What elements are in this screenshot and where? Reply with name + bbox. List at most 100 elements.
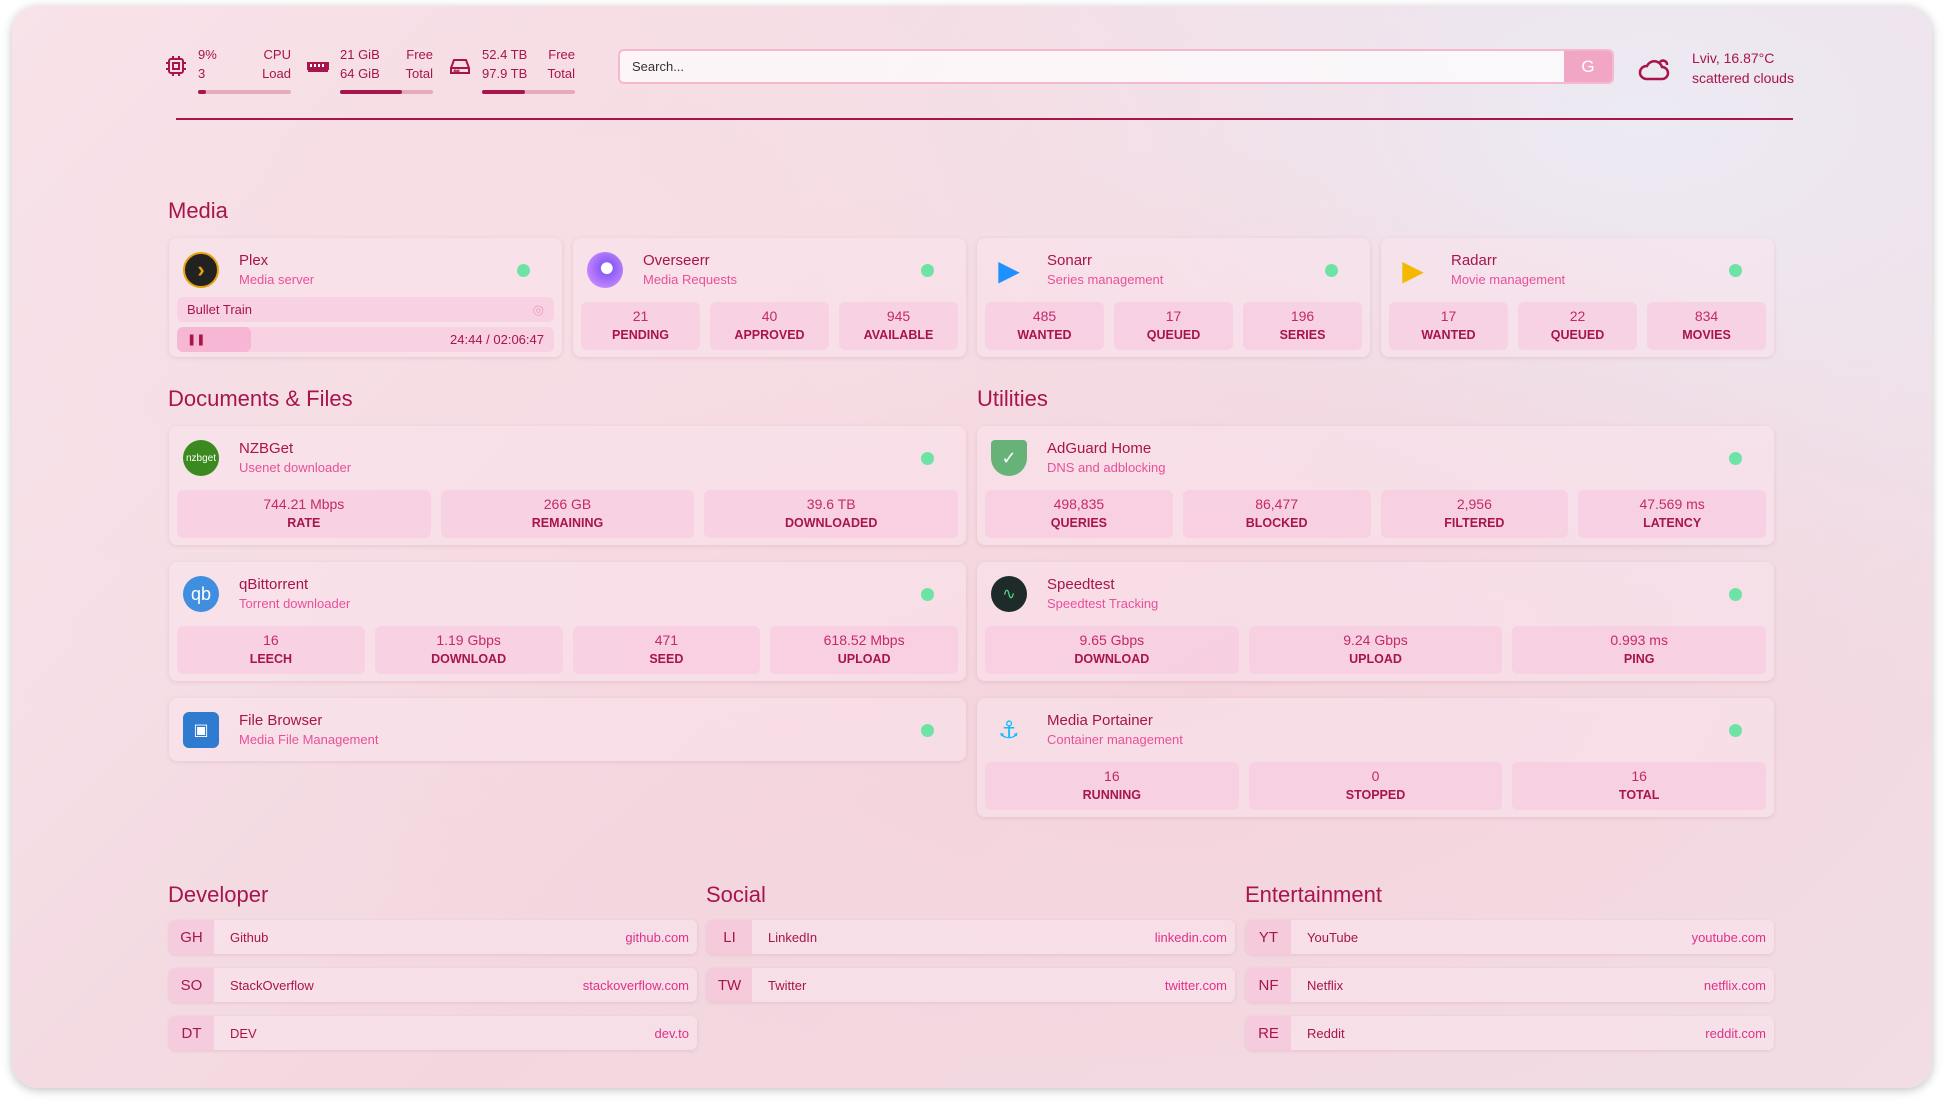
stat-label: UPLOAD — [837, 652, 891, 666]
stat-label: SERIES — [1279, 328, 1326, 342]
stat-label: FILTERED — [1444, 516, 1505, 530]
stat-label: REMAINING — [531, 516, 604, 530]
service-card-speedtest[interactable]: ∿ Speedtest Speedtest Tracking 9.65 Gbps DOW… — [977, 562, 1774, 681]
bookmark-url: dev.to — [654, 1025, 689, 1041]
search-box: G — [618, 49, 1614, 84]
status-indicator — [921, 264, 934, 277]
stat-pending: 21 PENDING — [581, 302, 700, 350]
status-indicator — [1729, 588, 1742, 601]
stat-leech: 16 LEECH — [177, 626, 365, 674]
section-title-developer: Developer — [168, 882, 269, 907]
stat-label: BLOCKED — [1245, 516, 1308, 530]
stat-value: 945 — [886, 308, 911, 324]
stat-label: SEED — [649, 652, 684, 666]
stat-rate: 744.21 Mbps RATE — [177, 490, 431, 538]
service-description: Series management — [1047, 272, 1164, 287]
cloud-icon — [1638, 59, 1670, 81]
service-info: AdGuard Home DNS and adblocking — [1047, 439, 1166, 477]
free-label: Free — [548, 47, 575, 62]
stat-value: 0.993 ms — [1610, 632, 1668, 648]
status-indicator — [921, 588, 934, 601]
bookmark-twitter[interactable]: TW Twitter twitter.com — [707, 968, 1235, 1002]
portainer-icon: ⚓ — [998, 716, 1020, 744]
weather-widget[interactable]: Lviv, 16.87°C scattered clouds — [1638, 48, 1794, 88]
stats-row: 9.65 Gbps DOWNLOAD 9.24 Gbps UPLOAD 0.993 ms… — [985, 626, 1767, 674]
bookmark-stackoverflow[interactable]: SO StackOverflow stackoverflow.com — [169, 968, 697, 1002]
playback-progress[interactable]: ❚❚ 24:44 / 02:06:47 — [177, 327, 554, 352]
bookmark-name: Reddit — [1307, 1025, 1345, 1041]
bookmark-youtube[interactable]: YT YouTube youtube.com — [1246, 920, 1774, 954]
bookmark-reddit[interactable]: RE Reddit reddit.com — [1246, 1016, 1774, 1050]
card-header: ∿ Speedtest Speedtest Tracking — [985, 572, 1766, 616]
stat-label: STOPPED — [1345, 788, 1406, 802]
service-name: Overseerr — [643, 252, 710, 269]
total-label: Total — [405, 66, 433, 81]
stat-value: 618.52 Mbps — [823, 632, 905, 648]
stat-value: 2,956 — [1456, 496, 1492, 512]
service-card-adguard-home[interactable]: ✓ AdGuard Home DNS and adblocking 498,835 QU… — [977, 426, 1774, 545]
stat-value: 16 — [1631, 768, 1647, 784]
stat-value: 16 — [263, 632, 279, 648]
service-card-overseerr[interactable]: Overseerr Media Requests 21 PENDING 40 APPROV… — [573, 238, 966, 357]
memory-widget: 21 GiB Free 64 GiB Total — [306, 46, 433, 94]
service-card-nzbget[interactable]: nzbget NZBGet Usenet downloader 744.21 Mbps… — [169, 426, 966, 545]
bookmark-url: twitter.com — [1164, 977, 1227, 993]
search-input[interactable] — [620, 51, 1564, 82]
card-header: ▶ Radarr Movie management — [1389, 248, 1766, 292]
service-card-sonarr[interactable]: ▶ Sonarr Series management 485 WANTED 17 QUEUE… — [977, 238, 1370, 357]
service-card-media-portainer[interactable]: ⚓ Media Portainer Container management 16 RU… — [977, 698, 1774, 817]
stat-download: 1.19 Gbps DOWNLOAD — [374, 626, 563, 674]
stat-movies: 834 MOVIES — [1647, 302, 1766, 350]
file-browser-icon: ▣ — [183, 712, 219, 748]
bookmark-url: reddit.com — [1705, 1025, 1766, 1041]
stat-blocked: 86,477 BLOCKED — [1182, 490, 1371, 538]
stats-row: 17 WANTED 22 QUEUED 834 MOVIES — [1389, 302, 1766, 350]
adguard-shield-icon: ✓ — [991, 440, 1027, 476]
stat-series: 196 SERIES — [1243, 302, 1362, 350]
stat-value: 86,477 — [1255, 496, 1299, 512]
service-info: File Browser Media File Management — [239, 711, 378, 749]
memory-bar — [340, 90, 433, 94]
section-title-social: Social — [706, 882, 766, 907]
google-search-button[interactable]: G — [1564, 51, 1612, 82]
stat-label: PENDING — [612, 328, 669, 342]
service-card-plex[interactable]: › Plex Media server Bullet Train ◎ ❚❚ 24:4… — [169, 238, 562, 357]
bookmark-name: StackOverflow — [230, 977, 314, 993]
service-card-radarr[interactable]: ▶ Radarr Movie management 17 WANTED 22 QUEUED 8… — [1381, 238, 1774, 357]
status-indicator — [517, 264, 530, 277]
memory-total: 64 GiB — [340, 66, 380, 81]
stat-label: AVAILABLE — [863, 328, 934, 342]
bookmark-url: github.com — [625, 929, 689, 945]
service-description: Container management — [1047, 732, 1183, 747]
bookmark-url: netflix.com — [1703, 977, 1766, 993]
bookmark-dev[interactable]: DT DEV dev.to — [169, 1016, 697, 1050]
stat-value: 498,835 — [1053, 496, 1105, 512]
stat-label: DOWNLOAD — [431, 652, 507, 666]
stat-label: LEECH — [249, 652, 293, 666]
stats-row: 498,835 QUERIES 86,477 BLOCKED 2,956 FILTERED… — [985, 490, 1766, 538]
bookmark-url: stackoverflow.com — [582, 977, 689, 993]
service-name: Radarr — [1451, 252, 1497, 269]
stat-latency: 47.569 ms LATENCY — [1578, 490, 1766, 538]
nzbget-icon: nzbget — [183, 440, 219, 476]
stat-label: PING — [1623, 652, 1655, 666]
pause-icon[interactable]: ❚❚ — [187, 334, 206, 346]
stat-label: QUERIES — [1050, 516, 1107, 530]
bookmark-abbr: TW — [707, 968, 752, 1002]
bookmark-linkedin[interactable]: LI LinkedIn linkedin.com — [707, 920, 1235, 954]
bookmark-netflix[interactable]: NF Netflix netflix.com — [1246, 968, 1774, 1002]
card-header: nzbget NZBGet Usenet downloader — [177, 436, 958, 480]
service-card-qbittorrent[interactable]: qb qBittorrent Torrent downloader 16 LEECH 1.… — [169, 562, 966, 681]
load-label: Load — [262, 66, 291, 81]
stat-available: 945 AVAILABLE — [839, 302, 958, 350]
stat-value: 39.6 TB — [806, 496, 856, 512]
service-name: NZBGet — [239, 440, 294, 457]
service-card-file-browser[interactable]: ▣ File Browser Media File Management — [169, 698, 966, 761]
bookmark-url: linkedin.com — [1154, 929, 1227, 945]
bookmark-github[interactable]: GH Github github.com — [169, 920, 697, 954]
status-indicator — [921, 452, 934, 465]
stat-label: WANTED — [1017, 328, 1072, 342]
stat-value: 0 — [1371, 768, 1380, 784]
service-name: File Browser — [239, 712, 323, 729]
weather-condition: scattered clouds — [1692, 70, 1794, 86]
